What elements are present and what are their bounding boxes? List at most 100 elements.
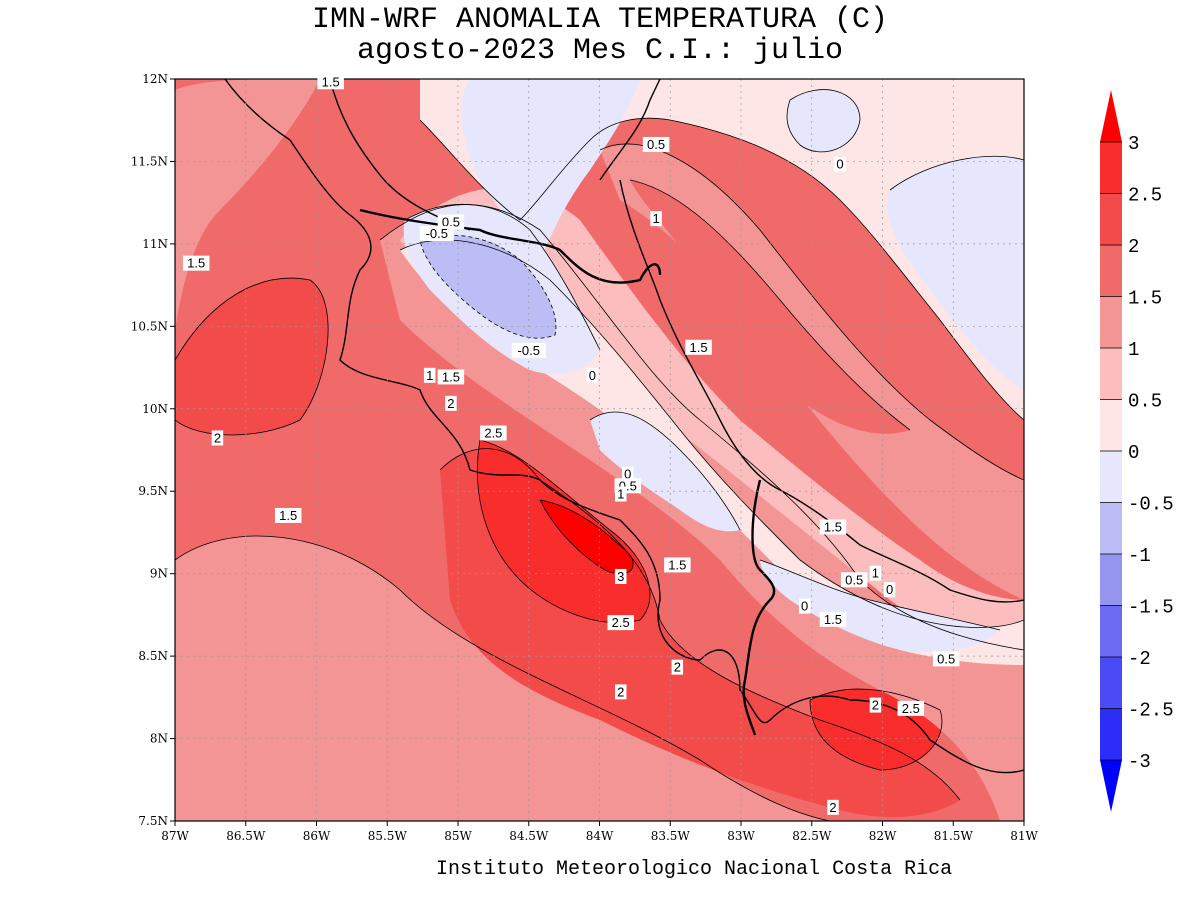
- contour-label-text: 0.5: [647, 137, 665, 152]
- lon-tick-label: 82W: [869, 829, 897, 843]
- contour-label-text: 2: [447, 396, 454, 411]
- map-gridlines: [175, 79, 1024, 821]
- field-band-1-1.5-nw: [175, 79, 320, 330]
- contour-label-bg: [932, 651, 960, 667]
- contour-label-bg: [211, 430, 224, 446]
- contour-label-bg: [622, 466, 634, 482]
- contour-label-text: 1: [617, 487, 624, 502]
- lat-tick-label: 10N: [142, 402, 168, 416]
- contour-label-text: 2.5: [902, 701, 920, 716]
- contour-label-text: 1: [652, 211, 659, 226]
- contour-label-bg: [827, 799, 839, 815]
- contour-label-text: 3: [617, 569, 624, 584]
- pacific-coast: [224, 79, 1024, 774]
- colorbar-segment: [1100, 399, 1122, 451]
- contour-label-text: 0: [801, 599, 808, 614]
- lon-tick-label: 84.5W: [509, 829, 549, 843]
- contour-label: 1: [650, 211, 662, 227]
- colorbar-level-label: 2.5: [1128, 185, 1162, 207]
- contour-0-ne: [786, 89, 861, 153]
- contour-label-text: 0: [836, 157, 843, 172]
- contour-0-panama: [759, 559, 1001, 631]
- colorbar-segment: [1100, 451, 1122, 503]
- contour-label-text: 1.5: [322, 74, 340, 89]
- contour-label-text: 1.5: [824, 612, 842, 627]
- contour-label-bg: [685, 339, 712, 355]
- contour-label: 0: [622, 466, 634, 482]
- contour-label-text: -0.5: [518, 343, 540, 358]
- lon-tick-label: 86W: [303, 829, 331, 843]
- contour-label-bg: [819, 611, 847, 627]
- contour-label: 2.5: [480, 425, 507, 441]
- contour-label-text: 0: [886, 582, 893, 597]
- contour-label-text: 2: [872, 698, 879, 713]
- contour-label-bg: [819, 519, 847, 535]
- contour-label: 0.5: [840, 572, 868, 588]
- institution-credit: Instituto Meteorologico Nacional Costa R…: [436, 858, 953, 881]
- contour-label-bg: [664, 557, 691, 573]
- lat-tick-label: 7.5N: [138, 814, 168, 828]
- contour-label-bg: [317, 74, 344, 90]
- contour-label-bg: [897, 700, 925, 716]
- map-title-line2: agosto-2023 Mes C.I.: julio: [356, 34, 844, 68]
- contour-label-text: 1.5: [187, 256, 205, 271]
- colorbar-level-label: -0.5: [1128, 494, 1174, 516]
- field-band-1.5-2-caribbean: [630, 180, 910, 434]
- contour-label: 2: [445, 395, 457, 411]
- contour-label-bg: [883, 582, 896, 598]
- contour-label: 0: [883, 582, 896, 598]
- lon-tick-label: 87W: [161, 829, 189, 843]
- contour-label: 1.5: [685, 339, 712, 355]
- colorbar-level-label: 0: [1128, 442, 1139, 464]
- colorbar-level-label: 3: [1128, 133, 1139, 155]
- contour-2.5-panama: [809, 688, 943, 771]
- contour-label-text: 0: [589, 368, 596, 383]
- contour-label-bg: [650, 211, 662, 227]
- contour-label-text: 1.5: [442, 369, 460, 384]
- contour-label: 0: [834, 156, 846, 172]
- contour-label: 1: [614, 486, 627, 502]
- contour-label: 2: [671, 659, 684, 675]
- lon-tick-label: 81W: [1010, 829, 1038, 843]
- contour-label-bg: [869, 697, 882, 713]
- lon-tick-label: 83.5W: [651, 829, 691, 843]
- contour-0.5-north: [419, 117, 1024, 421]
- contour-label: 1: [423, 367, 436, 383]
- contour-label-text: 0: [624, 467, 631, 482]
- map-title-line1: IMN-WRF ANOMALIA TEMPERATURA (C): [311, 3, 889, 37]
- lon-tick-label: 81.5W: [934, 829, 974, 843]
- colorbar-segment: [1100, 142, 1122, 194]
- contour-label-bg: [445, 395, 457, 411]
- colorbar-segment: [1100, 554, 1122, 606]
- costa-rica-panama-border: [742, 479, 776, 736]
- contour-label-text: 1.5: [690, 340, 708, 355]
- lon-tick-label: 85W: [444, 829, 472, 843]
- contour-label: 1.5: [437, 369, 465, 385]
- contour-label: 2.5: [607, 615, 634, 631]
- contour-label-text: 2.5: [484, 426, 502, 441]
- colorbar-segment: [1100, 193, 1122, 245]
- lon-tick-label: 85.5W: [368, 829, 408, 843]
- contour-label-text: 2: [617, 684, 624, 699]
- contour-label: 2: [827, 799, 839, 815]
- field-band-neg-ne: [787, 89, 860, 152]
- lat-tick-label: 9.5N: [138, 484, 168, 498]
- field-band-0-0.5-north: [420, 79, 1024, 420]
- field-band-neg-east: [887, 156, 1024, 390]
- contour-label-bg: [607, 615, 634, 631]
- lat-tick-label: 12N: [142, 72, 168, 86]
- colorbar-min-arrow: [1100, 760, 1122, 812]
- contour-label: 0.5: [437, 214, 465, 230]
- lon-tick-label: 82.5W: [792, 829, 832, 843]
- colorbar-level-label: 0.5: [1128, 391, 1162, 413]
- colorbar-segment: [1100, 348, 1122, 400]
- colorbar-level-label: 1: [1128, 339, 1139, 361]
- contour-label-text: 0.5: [845, 572, 863, 587]
- contour-label-text: 1: [426, 368, 433, 383]
- colorbar-level-label: -1.5: [1128, 597, 1174, 619]
- contour-label-bg: [834, 156, 846, 172]
- contour-0.5-central: [399, 239, 1024, 628]
- contour-label-bg: [437, 369, 465, 385]
- contour-label-bg: [437, 214, 465, 230]
- contour-label: 2: [614, 684, 627, 700]
